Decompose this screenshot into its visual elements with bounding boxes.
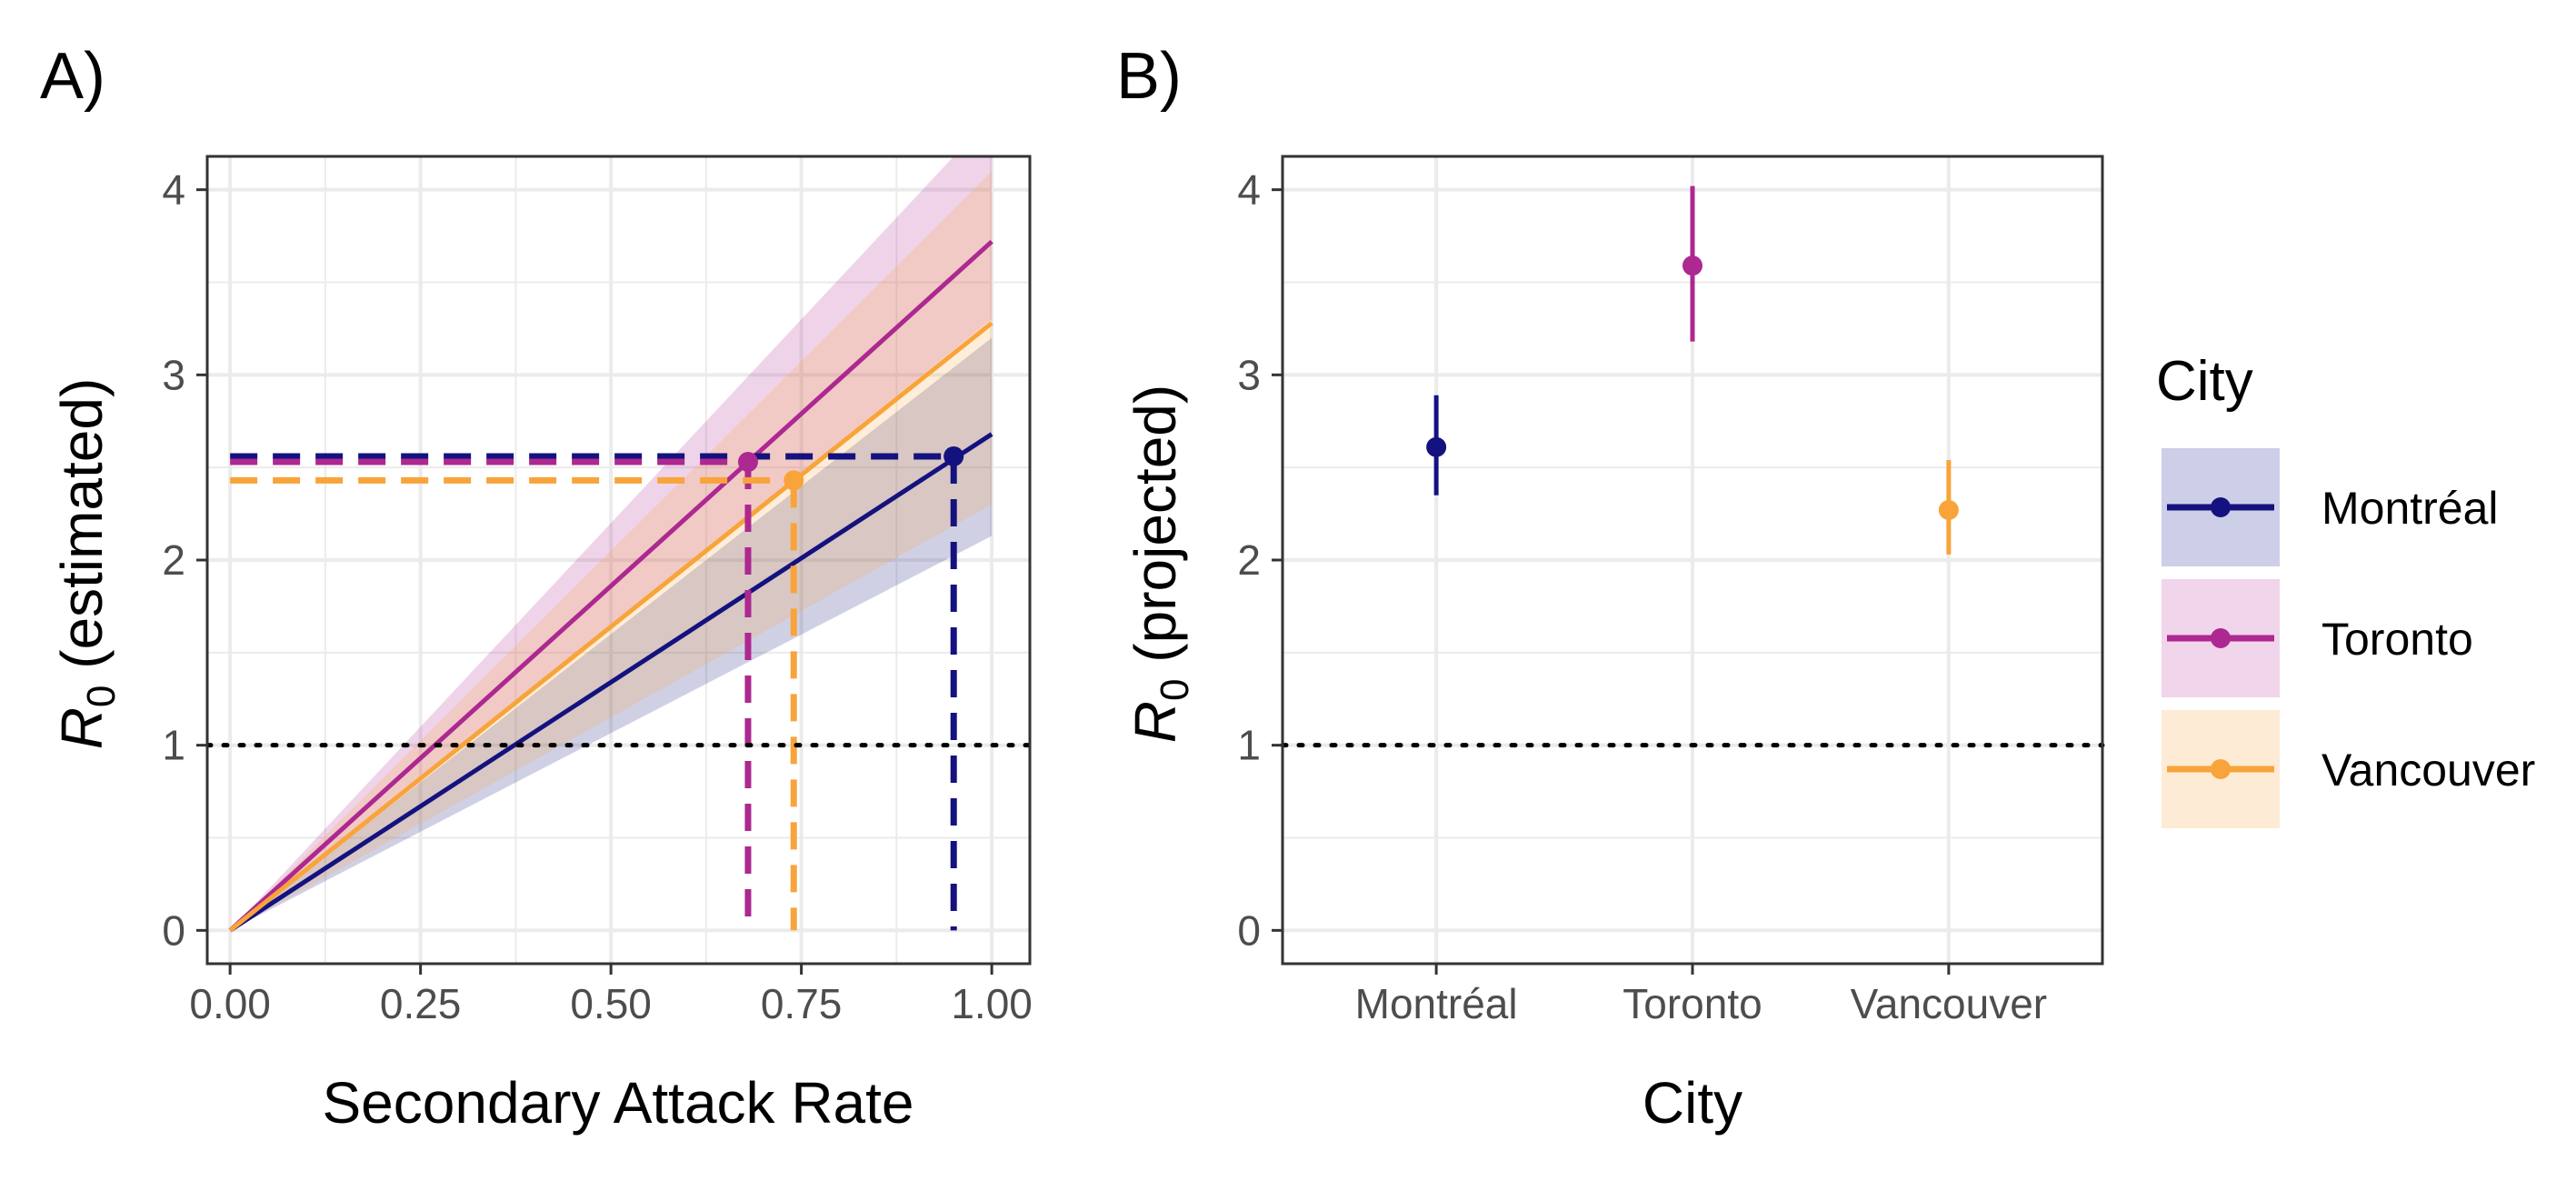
panel-b-x-axis-title: City (1642, 1070, 1742, 1136)
data-point-vancouver (784, 470, 804, 491)
ribbon-montreal (230, 337, 993, 931)
panel-b-y-tick-label: 2 (1237, 536, 1261, 584)
panel-b-y-tick-label: 4 (1237, 166, 1261, 214)
ribbon-vancouver (230, 171, 993, 931)
panel-b-y-tick-label: 0 (1237, 906, 1261, 954)
panel-b-x-tick-label: Toronto (1622, 980, 1762, 1027)
data-point-vancouver (1938, 500, 1959, 521)
panel-b-x-tick-label: Vancouver (1851, 980, 2048, 1027)
legend-label-montreal: Montréal (2321, 483, 2499, 534)
legend: Montréal Toronto Vancouver (2162, 448, 2535, 828)
legend-key-point-vancouver (2211, 759, 2231, 779)
ribbon-toronto (230, 156, 993, 931)
panel-a-chart: 0.00 0.25 0.50 0.75 1.00 0 1 2 3 4 (162, 155, 1033, 1027)
panel-a-x-tick-label: 0.25 (380, 980, 462, 1027)
panel-a-x-tick-label: 0.00 (189, 980, 271, 1027)
panel-a-y-tick-label: 0 (162, 906, 185, 954)
panel-b-x-tick-label: Montréal (1355, 980, 1518, 1027)
panel-b-y-axis-title: R0 (projected) (1123, 385, 1197, 743)
series-line-vancouver (228, 321, 993, 933)
panel-a-y-axis-title: R0 (estimated) (49, 378, 124, 750)
legend-key-point-toronto (2211, 628, 2231, 648)
panel-b-label: B) (1116, 40, 1182, 113)
series-line-toronto (228, 239, 993, 933)
panel-a-x-tick-label: 0.50 (570, 980, 652, 1027)
data-point-montreal (944, 445, 964, 466)
data-point-montreal (1426, 436, 1447, 457)
panel-a-x-tick-label: 0.75 (761, 980, 843, 1027)
panel-a-y-tick-label: 3 (162, 351, 185, 398)
panel-a-y-axis-title-base: R (49, 707, 115, 749)
panel-a-y-axis-title-rest: (estimated) (49, 378, 115, 686)
panel-b-y-axis-title-subscript: 0 (1153, 678, 1197, 700)
panel-a-x-axis-title: Secondary Attack Rate (322, 1070, 914, 1136)
data-point-toronto (1682, 255, 1702, 276)
legend-key-point-montreal (2211, 497, 2231, 517)
panel-a-y-axis-title-subscript: 0 (79, 686, 124, 707)
panel-b-chart: Montréal Toronto Vancouver 0 1 2 3 4 (1237, 155, 2105, 1027)
panel-a-x-tick-label: 1.00 (951, 980, 1033, 1027)
panel-a-y-tick-label: 4 (162, 166, 185, 214)
panel-b-y-tick-label: 3 (1237, 351, 1261, 398)
panel-b-y-axis-title-base: R (1123, 701, 1188, 743)
panel-a-label: A) (40, 40, 105, 113)
legend-title: City (2156, 350, 2253, 413)
panel-a-y-tick-label: 1 (162, 722, 185, 769)
panel-b-y-axis-title-rest: (projected) (1123, 385, 1188, 679)
legend-label-toronto: Toronto (2321, 614, 2473, 665)
series-line-montreal (228, 432, 993, 933)
panel-a-y-tick-label: 2 (162, 536, 185, 584)
panel-b-y-tick-label: 1 (1237, 722, 1261, 769)
legend-label-vancouver: Vancouver (2321, 745, 2535, 796)
data-point-toronto (737, 452, 758, 473)
panel-a-plot-area (207, 156, 1030, 933)
